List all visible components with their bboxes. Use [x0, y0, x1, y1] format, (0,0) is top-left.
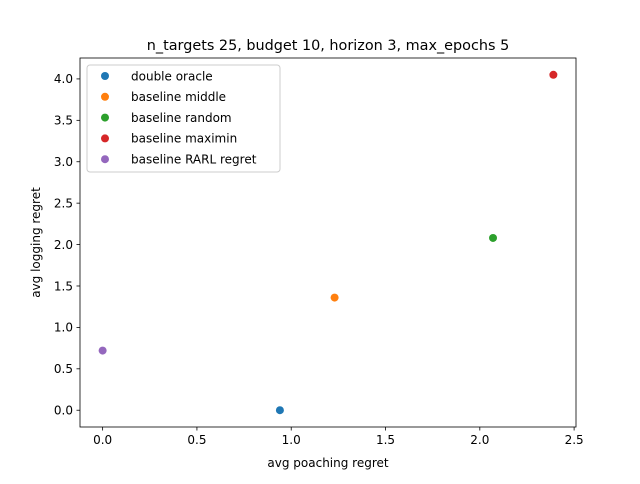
legend-marker [101, 92, 109, 101]
y-tick-label: 3.0 [54, 155, 73, 169]
x-tick-label: 2.0 [470, 433, 489, 447]
y-tick-label: 3.5 [54, 114, 73, 128]
x-tick-label: 2.5 [565, 433, 584, 447]
x-axis: 0.0 0.5 1.0 1.5 2.0 2.5 [93, 427, 584, 447]
legend-marker [101, 113, 109, 122]
data-point [98, 346, 107, 355]
legend-marker [101, 72, 109, 80]
y-tick-label: 0.0 [54, 404, 73, 418]
y-tick-label: 1.0 [54, 321, 73, 335]
data-point [275, 406, 284, 415]
legend-marker [101, 134, 109, 143]
data-point [330, 293, 339, 302]
x-tick-label: 0.5 [187, 433, 206, 447]
legend: double oracle baseline middle baseline ran… [86, 64, 281, 173]
data-point [489, 233, 498, 242]
legend-label: baseline RARL regret [131, 153, 257, 167]
y-tick-label: 0.5 [54, 362, 73, 376]
plot-area-frame [79, 57, 577, 428]
x-axis-label: avg poaching regret [267, 456, 388, 470]
legend-label: baseline middle [131, 90, 226, 104]
y-tick-label: 1.5 [54, 279, 73, 293]
data-point [549, 70, 558, 79]
y-axis-label: avg logging regret [29, 187, 43, 298]
x-tick-label: 1.5 [376, 433, 395, 447]
legend-box [86, 64, 281, 173]
x-tick-label: 1.0 [282, 433, 301, 447]
y-tick-label: 2.5 [54, 196, 73, 210]
y-tick-label: 4.0 [54, 72, 73, 86]
legend-label: double oracle [131, 69, 213, 83]
legend-label: baseline random [131, 111, 232, 125]
x-tick-label: 0.0 [93, 433, 112, 447]
y-axis: 0.0 0.5 1.0 1.5 2.0 2.5 3.0 3.5 4.0 [54, 72, 80, 418]
legend-label: baseline maximin [131, 132, 237, 146]
chart-title: n_targets 25, budget 10, horizon 3, max_… [147, 38, 509, 54]
legend-marker [101, 155, 109, 164]
data-points [98, 70, 558, 415]
y-tick-label: 2.0 [54, 238, 73, 252]
